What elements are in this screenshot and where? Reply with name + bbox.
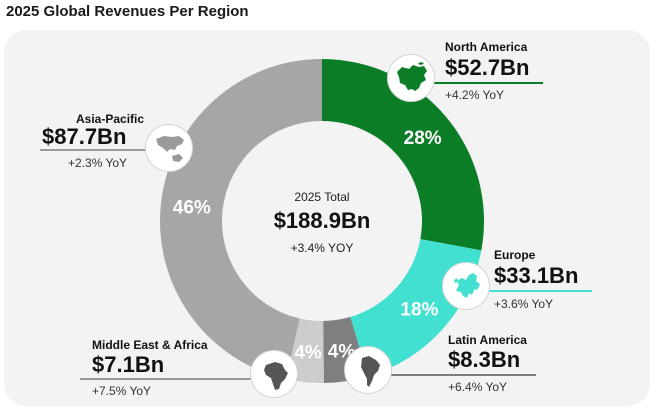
latin-america-value: $8.3Bn [448, 347, 521, 372]
center-total-label: 2025 Total [294, 190, 350, 204]
europe-leader-line [450, 290, 592, 292]
asia-pacific-value: $87.7Bn [42, 124, 127, 149]
page-title: 2025 Global Revenues Per Region [6, 3, 249, 20]
north-america-percent-label: 28% [404, 128, 442, 149]
north-america-leader-line [395, 82, 543, 84]
europe-value: $33.1Bn [494, 263, 579, 288]
asia-pacific-leader-line [40, 149, 190, 151]
europe-map-icon [442, 262, 490, 310]
latin-america-leader-line [350, 374, 536, 376]
middle-east-africa-leader-line [80, 378, 298, 380]
north-america-slice [322, 59, 484, 251]
asia-pacific-map-icon [145, 124, 193, 172]
center-total-yoy: +3.4% YOY [290, 241, 354, 255]
europe-percent-label: 18% [400, 300, 438, 321]
north-america-value: $52.7Bn [445, 55, 530, 80]
latin-america-yoy: +6.4% YoY [448, 380, 508, 394]
center-total-value: $188.9Bn [273, 208, 371, 233]
north-america-map-icon [387, 54, 435, 102]
asia-pacific-slice [159, 59, 322, 379]
asia-pacific-name: Asia-Pacific [76, 112, 145, 126]
africa-map-icon [250, 350, 298, 398]
middle-east-africa-yoy: +7.5% YoY [92, 384, 152, 398]
middle-east-africa-value: $7.1Bn [92, 352, 165, 377]
latin-america-name: Latin America [448, 333, 527, 347]
middle-east-africa-percent-label: 4% [294, 342, 322, 363]
asia-pacific-percent-label: 46% [173, 197, 211, 218]
europe-name: Europe [494, 248, 536, 262]
south-america-map-icon [344, 346, 392, 394]
north-america-yoy: +4.2% YoY [445, 88, 505, 102]
asia-pacific-yoy: +2.3% YoY [68, 156, 128, 170]
europe-yoy: +3.6% YoY [494, 297, 554, 311]
north-america-name: North America [445, 40, 528, 54]
middle-east-africa-name: Middle East & Africa [92, 338, 208, 352]
